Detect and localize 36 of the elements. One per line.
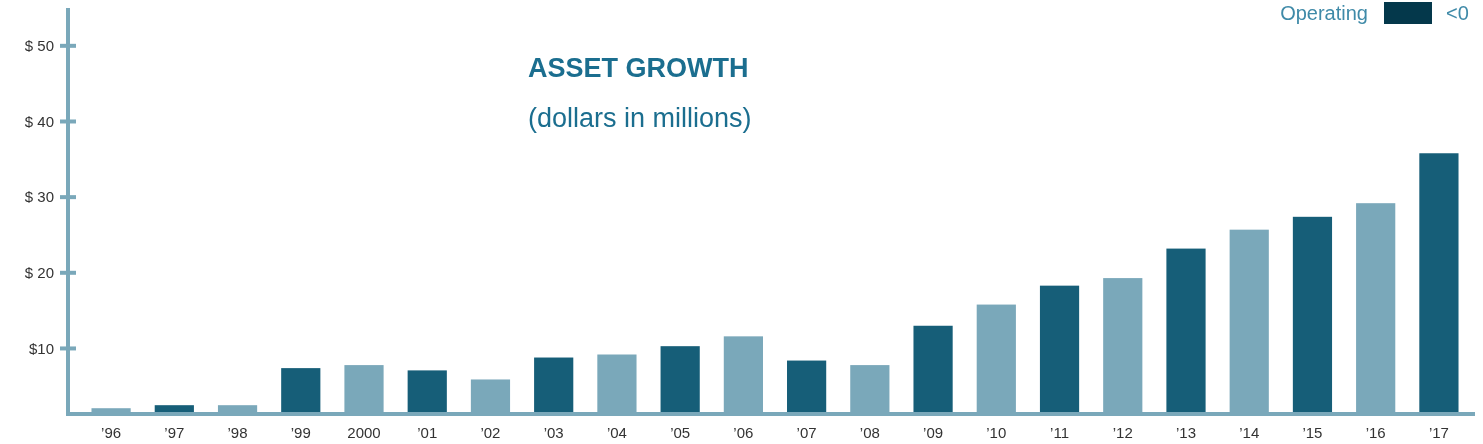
x-tick-label: ’10 — [986, 424, 1007, 441]
x-tick-label: ’06 — [733, 424, 754, 441]
y-tick-label: $ 40 — [24, 112, 54, 130]
x-tick-label: ’02 — [480, 424, 501, 441]
y-tick-label: $10 — [28, 339, 54, 357]
x-tick-label: ’01 — [417, 424, 438, 441]
y-tick-label: $ 50 — [24, 37, 54, 55]
x-tick-label: ’15 — [1302, 424, 1323, 441]
annotation: Operating — [1280, 2, 1368, 24]
axis-tick-mark: $10 — [28, 339, 76, 357]
x-tick-label: ’03 — [543, 424, 564, 441]
x-tick-label: ’16 — [1365, 424, 1386, 441]
y-tick-label: $ 30 — [24, 188, 54, 206]
x-tick-label: ’04 — [606, 424, 627, 441]
x-tick-label: ’09 — [923, 424, 944, 441]
x-tick-label: ’14 — [1239, 424, 1260, 441]
axis-tick-mark: $ 50 — [24, 37, 76, 55]
x-tick-label: ’99 — [290, 424, 311, 441]
annotation: <0 — [1446, 2, 1469, 24]
x-tick-label: ’12 — [1112, 424, 1133, 441]
y-tick-label: $ 20 — [24, 264, 54, 282]
x-tick-label: ’08 — [859, 424, 880, 441]
x-tick-label: 2000 — [347, 424, 381, 441]
text: (dollars in millions) — [528, 103, 752, 133]
text: ASSET GROWTH — [528, 53, 749, 83]
x-tick-label: ’96 — [101, 424, 122, 441]
x-tick-label: ’11 — [1050, 424, 1069, 441]
x-tick-label: ’07 — [796, 424, 817, 441]
x-tick-label: ’17 — [1428, 424, 1449, 441]
axis-tick-mark: $ 40 — [24, 112, 76, 130]
x-tick-label: ’97 — [164, 424, 185, 441]
x-tick-label: ’98 — [227, 424, 248, 441]
x-tick-label: ’05 — [670, 424, 691, 441]
axis-tick-mark: $ 30 — [24, 188, 76, 206]
x-tick-label: ’13 — [1175, 424, 1197, 441]
axis-tick-mark: $ 20 — [24, 264, 76, 282]
